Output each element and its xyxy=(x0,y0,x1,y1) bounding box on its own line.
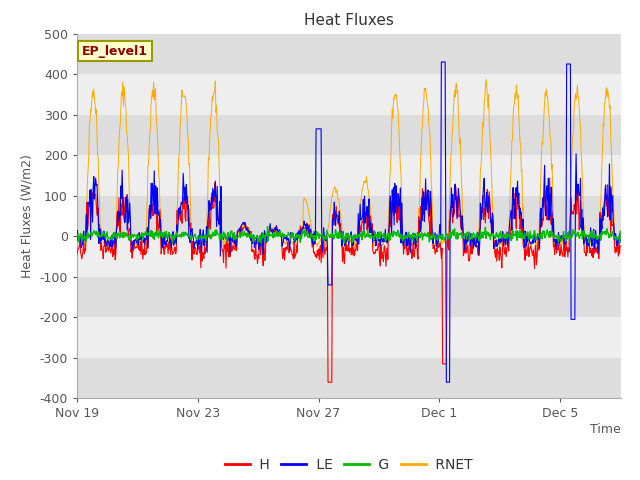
Bar xyxy=(77,358,621,398)
Title: Heat Fluxes: Heat Fluxes xyxy=(304,13,394,28)
Bar xyxy=(77,34,621,74)
Bar xyxy=(77,115,621,155)
Bar xyxy=(77,196,621,236)
Bar xyxy=(77,277,621,317)
X-axis label: Time: Time xyxy=(590,423,621,436)
Text: EP_level1: EP_level1 xyxy=(82,45,148,58)
Y-axis label: Heat Fluxes (W/m2): Heat Fluxes (W/m2) xyxy=(21,154,34,278)
Legend:  H,  LE,  G,  RNET: H, LE, G, RNET xyxy=(220,453,478,478)
